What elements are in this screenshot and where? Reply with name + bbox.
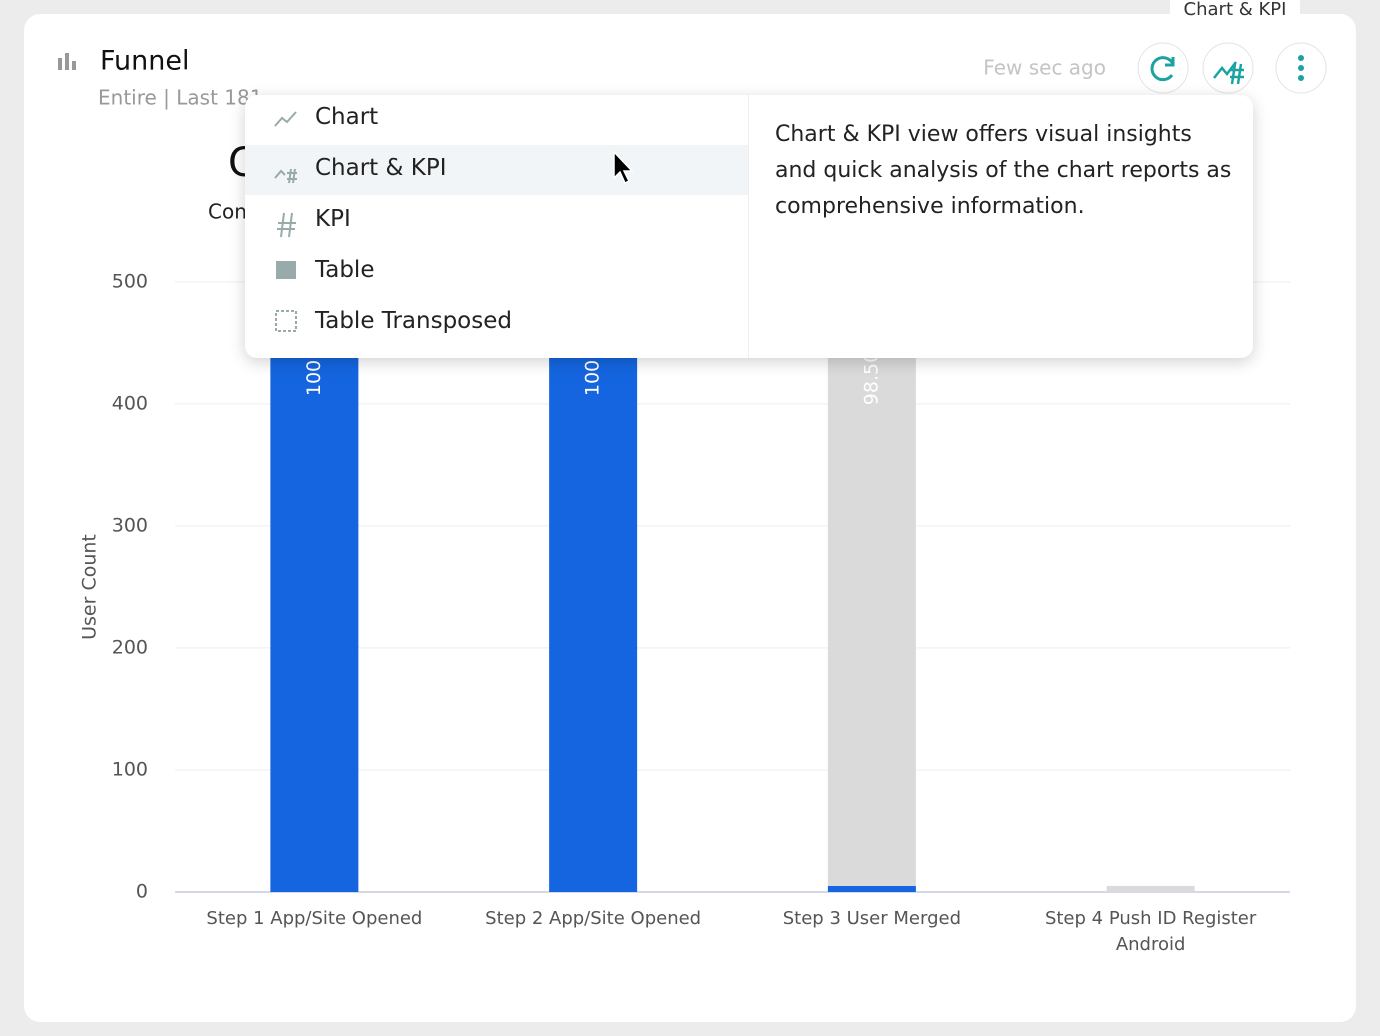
bar-icon [58,53,76,70]
menu-item: Table [315,257,375,283]
more-icon [1298,55,1304,81]
menu-item: KPI [315,206,351,232]
menu-description: Chart & KPI view offers visual insights … [775,122,1232,219]
y-tick-label: 0 [136,881,148,903]
view-icon [1213,61,1244,85]
y-axis-label: User Count [79,534,101,640]
updated: Few sec ago [983,56,1106,80]
bar [827,885,916,892]
hover-row [245,145,748,195]
tooltip-box [1170,0,1300,33]
menu-item: Table Transposed [315,308,512,334]
y-tick-label: 300 [112,514,148,536]
menu-item: Chart [315,104,379,130]
divider [748,95,749,358]
tooltip: Chart & KPI [1184,0,1287,20]
menu-item: Chart & KPI [315,155,447,181]
y-tick-label: 400 [112,392,148,414]
view-button[interactable] [1202,42,1254,94]
bar-label: 98.50 [860,351,882,405]
bar-label: 100 [303,360,325,396]
x-tick-label: Step 3 User Merged [782,908,961,929]
title: Funnel [100,46,190,77]
x-tick-label: Step 1 App/Site Opened [206,908,423,929]
bar [1106,885,1195,892]
view-menu: Chart Chart & KPI KPI Table Table Transposed… [245,95,1253,358]
y-tick-label: 200 [112,636,148,658]
kpi-label: Con [208,200,247,224]
x-tick-label: Step 4 Push ID Register Android [1044,908,1257,955]
refresh-icon [1150,56,1175,82]
x-tick-label: Step 2 App/Site Opened [485,908,702,929]
bar-label: 100 [582,360,604,396]
cursor [613,150,634,185]
menu-icons [274,111,297,332]
y-tick-label: 100 [112,758,148,780]
subtitle: Entire | Last 181 [98,86,262,110]
y-tick-label: 500 [112,270,148,292]
refresh-button[interactable] [1137,42,1189,94]
